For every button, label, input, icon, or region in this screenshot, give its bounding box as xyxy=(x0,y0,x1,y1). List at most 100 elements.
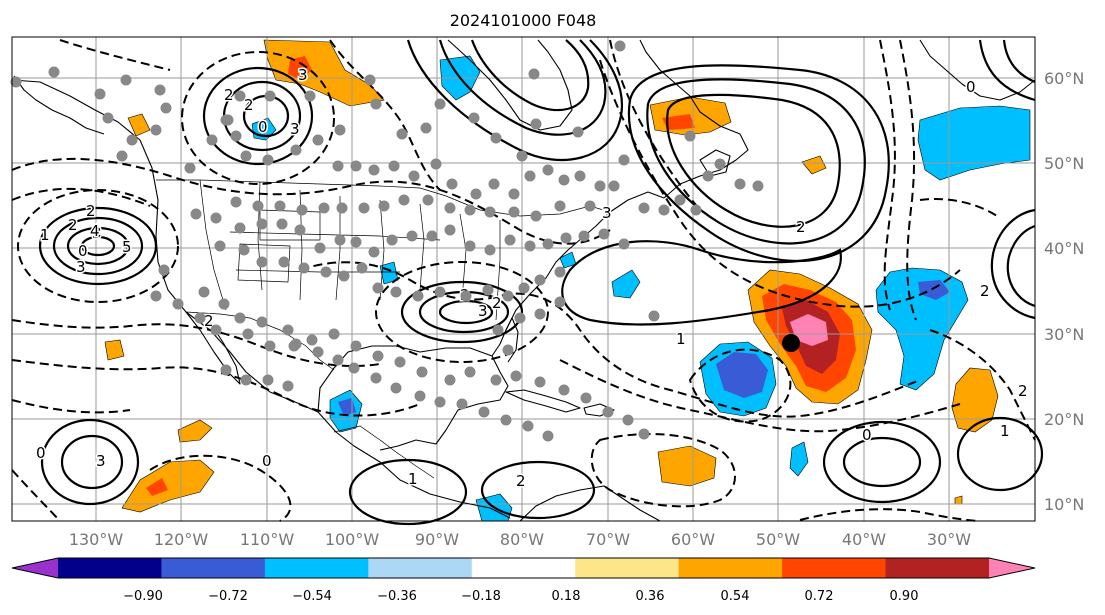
lon-label: 30°W xyxy=(927,530,971,549)
station-dot xyxy=(220,114,232,126)
solid-contour xyxy=(561,240,842,326)
colorbar-cell xyxy=(264,558,369,578)
station-dot xyxy=(364,74,376,86)
station-dot xyxy=(528,68,540,80)
station-dot xyxy=(150,124,162,136)
station-dot xyxy=(484,206,496,218)
station-dot xyxy=(372,282,384,294)
solid-contour xyxy=(348,458,468,526)
station-dot xyxy=(94,88,106,100)
dashed-contour xyxy=(799,508,981,522)
contour-label: 5 xyxy=(122,238,132,256)
station-dot xyxy=(426,230,438,242)
lon-label: 130°W xyxy=(69,530,124,549)
station-dot xyxy=(184,162,196,174)
contour-label: 0 xyxy=(862,426,872,444)
dashed-contour xyxy=(929,329,1036,441)
station-dot xyxy=(256,316,268,328)
station-dot xyxy=(524,170,536,182)
station-dot xyxy=(282,380,294,392)
colorbar-cell xyxy=(161,558,266,578)
station-dot xyxy=(510,370,522,382)
station-dot xyxy=(508,188,520,200)
contour-label: 2 xyxy=(244,96,254,114)
station-dot xyxy=(584,200,596,212)
dashed-contour xyxy=(329,39,441,191)
station-dot xyxy=(242,328,254,340)
contour-label: 3 xyxy=(478,302,488,320)
station-dot xyxy=(542,430,554,442)
contour-label: 2 xyxy=(204,312,214,330)
station-dot xyxy=(598,228,610,240)
station-dot xyxy=(332,354,344,366)
station-dot xyxy=(198,286,210,298)
station-dot xyxy=(290,338,302,350)
negative-anomaly-blob xyxy=(918,280,950,300)
station-dot xyxy=(264,340,276,352)
station-dot xyxy=(378,200,390,212)
solid-contour xyxy=(38,206,158,286)
station-dot xyxy=(464,366,476,378)
station-dot xyxy=(470,188,482,200)
station-dot xyxy=(334,124,346,136)
station-dot xyxy=(356,262,368,274)
colorbar-tick-label: 0.72 xyxy=(805,589,834,604)
solid-contour xyxy=(470,39,590,112)
station-dot xyxy=(10,76,22,88)
station-dot xyxy=(580,392,592,404)
contour-label: 1 xyxy=(408,470,418,488)
colorbar-tick-label: 0.36 xyxy=(636,589,665,604)
station-dot xyxy=(296,204,308,216)
station-dot xyxy=(500,414,512,426)
station-dot xyxy=(290,144,302,156)
contour-label: 3 xyxy=(96,452,106,470)
north-america-west-coast xyxy=(11,79,511,519)
station-dot xyxy=(658,204,670,216)
solid-contour xyxy=(406,39,623,162)
positive-anomaly-blob xyxy=(951,367,999,433)
cuba xyxy=(505,389,581,413)
station-dot xyxy=(328,328,340,340)
dashed-contour xyxy=(375,261,549,363)
station-dot xyxy=(502,290,514,302)
station-dot xyxy=(684,130,696,142)
hudson-bay xyxy=(447,39,573,131)
station-dot xyxy=(482,284,494,296)
contour-label: 2 xyxy=(224,86,234,104)
solid-contour xyxy=(1006,224,1036,308)
lon-label: 90°W xyxy=(415,530,459,549)
station-dot xyxy=(396,128,408,140)
station-dot xyxy=(430,158,442,170)
colorbar-cell xyxy=(575,558,680,578)
positive-anomaly-core xyxy=(790,314,828,346)
lon-label: 60°W xyxy=(671,530,715,549)
solid-contour xyxy=(80,235,116,257)
station-dot xyxy=(210,324,222,336)
station-dot xyxy=(320,266,332,278)
station-dot xyxy=(558,384,570,396)
station-dot xyxy=(490,132,502,144)
station-dot xyxy=(282,324,294,336)
station-dot xyxy=(390,382,402,394)
dashed-contour xyxy=(11,157,611,245)
colorbar-cell xyxy=(678,558,783,578)
colorbar-cell xyxy=(989,558,1035,578)
station-dot xyxy=(524,240,536,252)
station-dot xyxy=(408,170,420,182)
colorbar-outline xyxy=(11,557,1036,579)
station-dot xyxy=(350,340,362,352)
map-title: 2024101000 F048 xyxy=(450,11,597,30)
lat-label: 30°N xyxy=(1044,325,1084,344)
dashed-contour xyxy=(11,399,131,414)
station-dot xyxy=(602,406,614,418)
lon-label: 50°W xyxy=(756,530,800,549)
solid-contour xyxy=(60,434,124,490)
contour-label: 2 xyxy=(1018,382,1028,400)
colorbar-tick-label: −0.72 xyxy=(208,589,248,604)
solid-contour xyxy=(40,418,140,506)
positive-anomaly-blob xyxy=(104,339,125,361)
station-dot xyxy=(48,66,60,78)
station-dot xyxy=(542,164,554,176)
solid-contour xyxy=(822,420,942,504)
station-dot xyxy=(368,246,380,258)
